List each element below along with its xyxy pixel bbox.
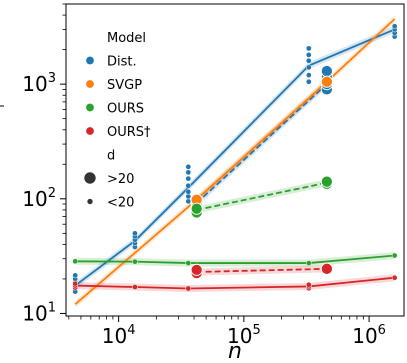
- series-0-point-small: [305, 78, 312, 85]
- series-1-point-large: [320, 75, 333, 88]
- y-tick-label: 101: [22, 300, 56, 325]
- series-0-point-small: [391, 23, 398, 30]
- series-0-point-small: [72, 272, 79, 279]
- series-0-point-small: [305, 45, 312, 52]
- series-0-point-small: [132, 230, 138, 237]
- series-2-point-small: [305, 260, 312, 266]
- series-2-line-dashed: [196, 181, 328, 211]
- legend-marker-size-0: [83, 171, 97, 185]
- legend-marker-series-2: [85, 103, 95, 113]
- x-tick-label: 105: [227, 323, 261, 348]
- series-0-point-small: [305, 52, 312, 58]
- series-0-point-small: [185, 169, 192, 176]
- legend-marker-series-0: [85, 55, 95, 65]
- series-0-point-small: [305, 57, 312, 64]
- series-0-point-small: [185, 175, 192, 182]
- y-tick-label: 102: [22, 186, 56, 211]
- series-2-point-large: [320, 175, 333, 188]
- tick-exponent: 4: [127, 323, 135, 338]
- tick-exponent: 1: [48, 300, 56, 315]
- series-2-point-small: [72, 258, 79, 265]
- legend-label-size-1: <20: [107, 196, 134, 211]
- tick-base: 10: [227, 324, 252, 348]
- series-0-point-small: [305, 64, 312, 71]
- tick-base: 10: [22, 301, 47, 325]
- x-tick-label: 104: [102, 323, 136, 348]
- series-3-point-small: [132, 284, 138, 290]
- tick-base: 10: [22, 72, 47, 96]
- series-3-point-small: [185, 285, 192, 292]
- series-2-point-small: [391, 252, 398, 259]
- tick-exponent: 6: [378, 323, 386, 338]
- tick-exponent: 3: [48, 71, 56, 86]
- legend-marker-series-3: [85, 126, 95, 136]
- series-0-point-small: [185, 163, 192, 170]
- series-3-point-small: [391, 274, 398, 281]
- legend-marker-series-1: [85, 79, 95, 89]
- series-2-point-small: [132, 258, 138, 265]
- series-points: [72, 23, 398, 295]
- tick-exponent: 5: [252, 323, 260, 338]
- series-0-point-small: [185, 188, 192, 195]
- legend-title-model: Model: [107, 31, 146, 46]
- series-0-point-small: [185, 182, 192, 189]
- plot-frame: [65, 3, 405, 317]
- tick-base: 10: [102, 324, 127, 348]
- series-0-point-large: [320, 65, 333, 78]
- legend-label-series-3: OURS†: [107, 125, 151, 140]
- series-2-point-large: [190, 202, 203, 215]
- legend-label-series-2: OURS: [107, 102, 144, 117]
- series-3-point-small: [72, 280, 79, 287]
- legend-label-series-0: Dist.: [107, 55, 137, 70]
- series-0-band-0: [75, 25, 395, 290]
- legend-title-d: d: [107, 149, 115, 164]
- series-0-point-small: [305, 72, 312, 78]
- tick-base: 10: [22, 187, 47, 211]
- x-tick-label: 106: [352, 323, 386, 348]
- legend-label-size-0: >20: [107, 172, 134, 187]
- series-3-point-large: [190, 263, 203, 276]
- series-1-line-dashed: [196, 81, 328, 201]
- series-2-point-small: [185, 260, 192, 266]
- series-3-point-large: [320, 262, 333, 275]
- x-axis-ticks: 104 105 106: [68, 316, 386, 348]
- series-0-line-dashed: [196, 83, 328, 204]
- legend: Model Dist. SVGP OURS OURS† d >20 <20: [83, 31, 151, 211]
- series-3-line-dashed: [196, 267, 327, 273]
- legend-marker-size-1: [86, 198, 94, 205]
- legend-label-series-1: SVGP: [107, 78, 142, 93]
- tick-exponent: 2: [48, 186, 56, 201]
- series-0-point-small: [185, 198, 192, 205]
- series-3-point-small: [305, 281, 312, 288]
- tick-base: 10: [352, 324, 377, 348]
- x-axis-label: n: [228, 339, 242, 363]
- series-1-line-solid: [74, 18, 396, 306]
- y-tick-label: 103: [22, 71, 56, 96]
